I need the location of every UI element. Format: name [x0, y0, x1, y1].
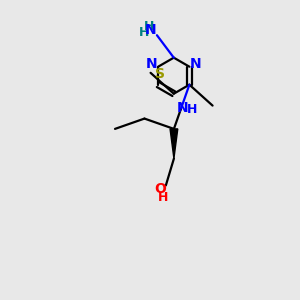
Text: N: N [176, 101, 188, 115]
Text: H: H [158, 191, 168, 204]
Polygon shape [170, 129, 178, 158]
Text: N: N [145, 23, 156, 37]
Text: N: N [146, 57, 158, 71]
Text: N: N [190, 57, 202, 71]
Text: H: H [139, 26, 150, 39]
Text: H: H [187, 103, 197, 116]
Text: H: H [144, 20, 155, 33]
Text: S: S [154, 67, 164, 81]
Text: O: O [154, 182, 166, 196]
